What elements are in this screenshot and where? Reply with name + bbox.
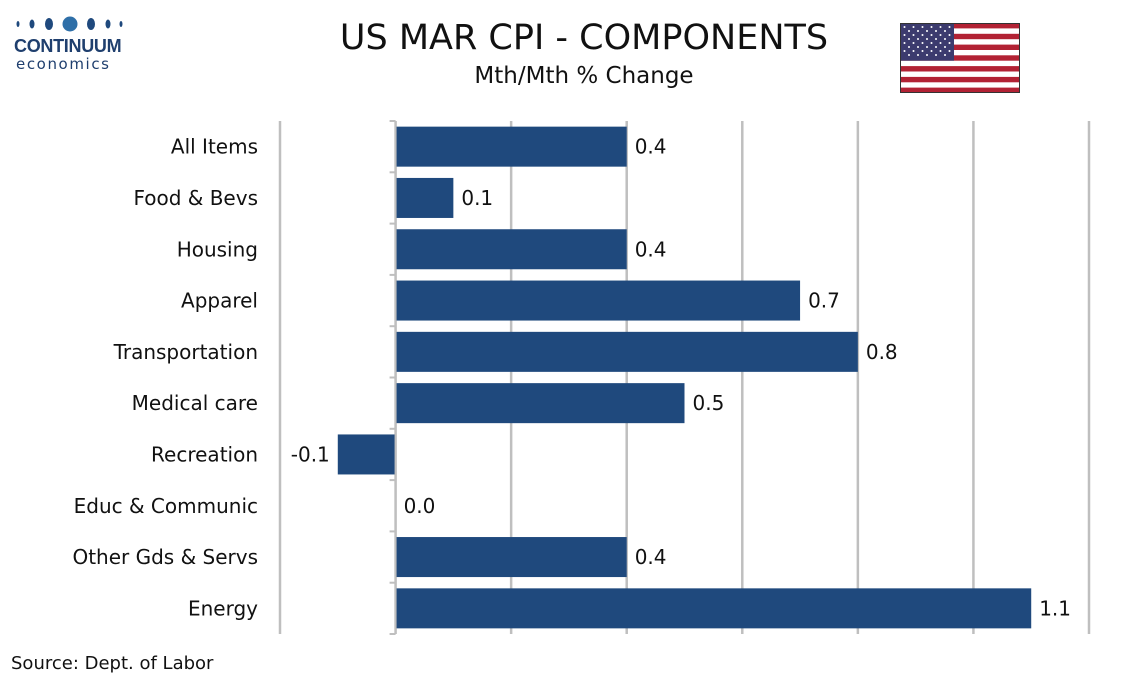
category-label: Recreation bbox=[151, 442, 258, 466]
category-label: Energy bbox=[188, 596, 258, 620]
data-label: 0.1 bbox=[461, 186, 493, 210]
data-label: -0.1 bbox=[291, 442, 330, 466]
logo-name: CONTINUUM bbox=[14, 36, 122, 56]
data-label: 0.0 bbox=[404, 494, 436, 518]
data-label: 1.1 bbox=[1039, 596, 1071, 620]
data-label: 0.5 bbox=[693, 391, 725, 415]
category-label: Other Gds & Servs bbox=[72, 545, 258, 569]
us-flag-icon bbox=[900, 23, 1020, 93]
bar bbox=[395, 126, 627, 167]
bar bbox=[395, 177, 454, 218]
data-label: 0.4 bbox=[635, 237, 667, 261]
source-note: Source: Dept. of Labor bbox=[11, 653, 214, 674]
category-label: Food & Bevs bbox=[133, 186, 258, 210]
continuum-logo: CONTINUUM economics bbox=[14, 14, 144, 74]
logo-dots-icon bbox=[16, 16, 123, 32]
logo-tagline: economics bbox=[16, 55, 111, 73]
category-label: All Items bbox=[171, 135, 258, 159]
chart-subtitle: Mth/Mth % Change bbox=[474, 63, 694, 89]
bar bbox=[395, 331, 858, 372]
data-label: 0.4 bbox=[635, 545, 667, 569]
bar bbox=[337, 434, 396, 475]
data-label: 0.4 bbox=[635, 135, 667, 159]
bar bbox=[395, 383, 685, 424]
chart-title: US MAR CPI - COMPONENTS bbox=[339, 18, 829, 58]
category-label: Transportation bbox=[113, 340, 258, 364]
bar bbox=[395, 588, 1032, 629]
category-label: Educ & Communic bbox=[74, 494, 258, 518]
data-label: 0.8 bbox=[866, 340, 898, 364]
category-label: Medical care bbox=[132, 391, 258, 415]
bar bbox=[395, 229, 627, 270]
category-label: Apparel bbox=[181, 289, 258, 313]
category-label: Housing bbox=[177, 237, 258, 261]
bar bbox=[395, 280, 801, 321]
data-label: 0.7 bbox=[808, 289, 840, 313]
bar bbox=[395, 537, 627, 578]
